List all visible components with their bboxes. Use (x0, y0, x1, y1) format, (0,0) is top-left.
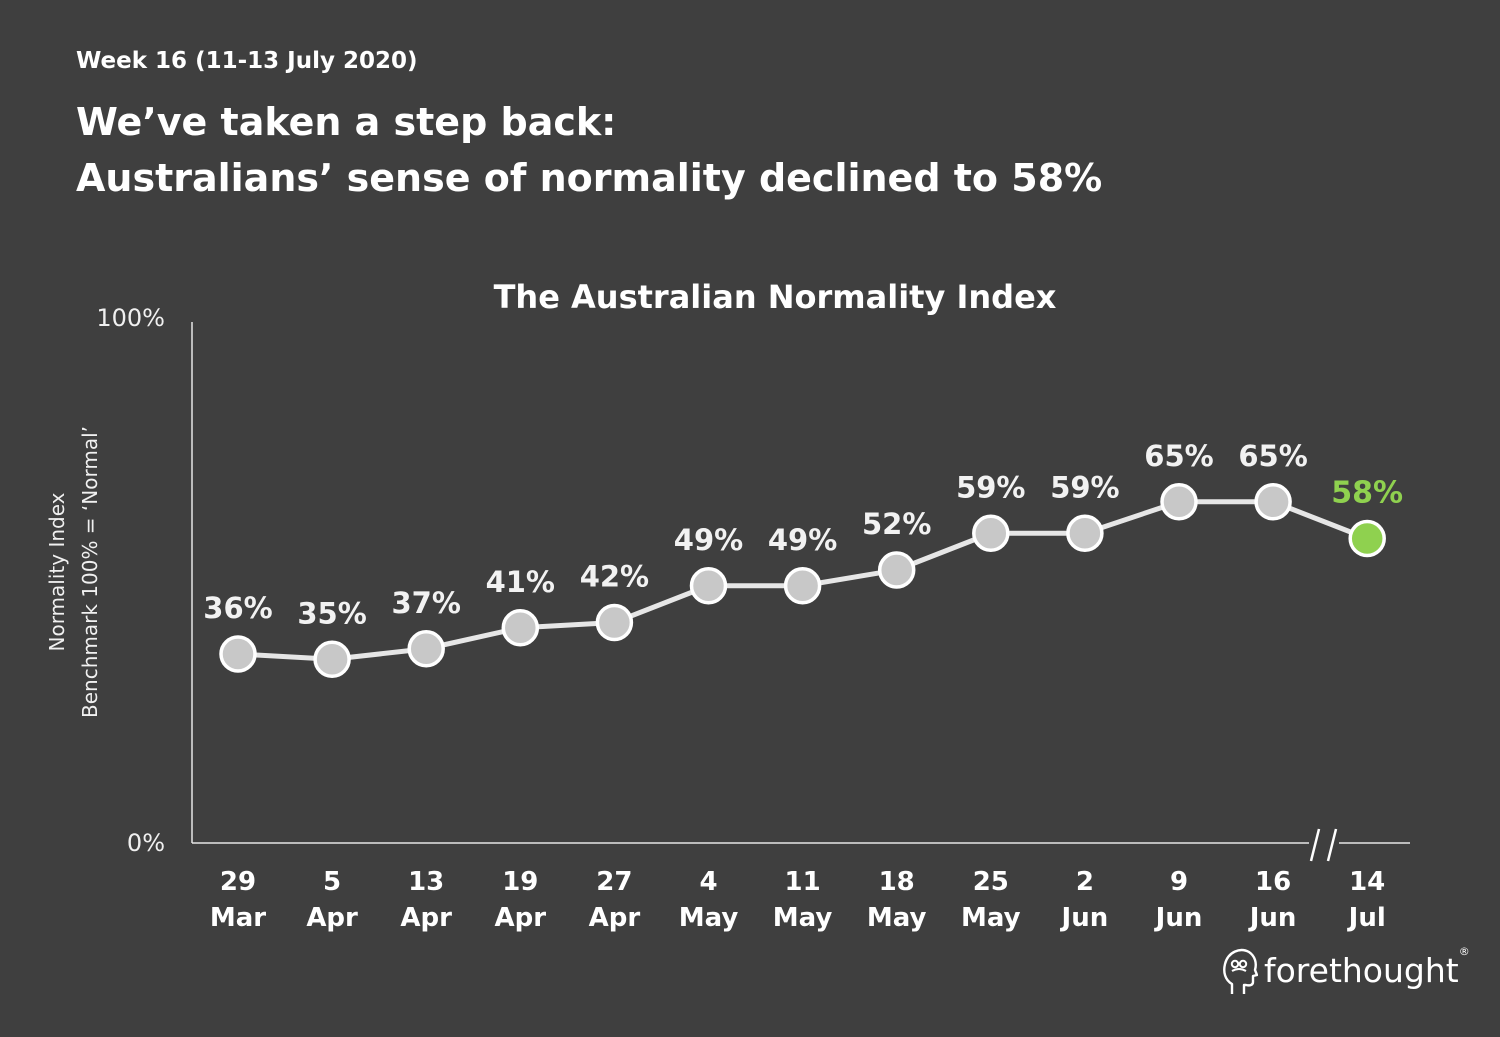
registered-mark: ® (1458, 944, 1470, 958)
logo-text: forethought® (1264, 945, 1470, 990)
axis-break-mark-right (1326, 828, 1338, 862)
x-tick-month: Jun (1248, 903, 1297, 933)
x-tick-month: May (867, 903, 927, 933)
x-tick-day: 25 (973, 867, 1009, 897)
data-point (501, 609, 540, 647)
x-tick-day: 19 (502, 867, 538, 897)
x-tick-day: 13 (408, 867, 444, 897)
data-point (219, 635, 257, 673)
data-point (783, 567, 822, 605)
x-tick-month: May (773, 903, 833, 933)
logo-wordmark: forethought (1264, 950, 1459, 990)
data-label: 52% (862, 507, 931, 541)
x-tick-day: 9 (1170, 867, 1188, 897)
x-tick-day: 16 (1255, 867, 1291, 897)
x-tick-month: Jun (1060, 903, 1109, 933)
x-tick-month: May (961, 903, 1021, 933)
x-tick-month: Jun (1154, 903, 1203, 933)
data-label: 35% (297, 596, 366, 630)
headline: We’ve taken a step back: Australians’ se… (76, 94, 1102, 206)
data-point (1348, 519, 1386, 558)
data-point (689, 567, 728, 605)
x-tick-day: 14 (1349, 867, 1385, 897)
x-tick-day: 11 (785, 867, 821, 897)
data-label: 42% (580, 560, 649, 594)
x-tick-month: Apr (306, 903, 358, 933)
headline-line-2: Australians’ sense of normality declined… (76, 156, 1103, 200)
data-point (1066, 514, 1104, 552)
y-tick-label-top: 100% (96, 304, 165, 332)
data-label: 49% (768, 523, 837, 557)
x-tick-day: 18 (879, 867, 915, 897)
data-point (595, 603, 634, 642)
data-point (877, 551, 916, 589)
x-tick-day: 4 (699, 867, 717, 897)
data-label: 65% (1144, 439, 1213, 473)
data-point (313, 640, 351, 678)
x-tick-month: Apr (589, 903, 641, 933)
forethought-logo: forethought® (1222, 944, 1470, 996)
series-layer: 36%29Mar35%5Apr37%13Apr41%19Apr42%27Apr4… (203, 439, 1403, 933)
head-icon (1223, 948, 1258, 994)
data-label: 59% (956, 470, 1025, 504)
x-tick-day: 27 (596, 867, 632, 897)
week-label: Week 16 (11-13 July 2020) (76, 48, 418, 74)
y-tick-label-bottom: 0% (126, 829, 165, 857)
chart-title: The Australian Normality Index (493, 278, 1057, 316)
data-label: 65% (1238, 439, 1307, 473)
x-tick-month: Apr (495, 903, 547, 933)
data-label: 36% (203, 591, 272, 625)
data-point (1160, 483, 1198, 521)
data-label: 41% (486, 565, 555, 599)
data-label: 37% (391, 586, 460, 620)
headline-line-1: We’ve taken a step back: (76, 100, 617, 144)
x-tick-day: 5 (323, 867, 341, 897)
data-label: 59% (1050, 470, 1119, 504)
data-point (972, 514, 1010, 552)
x-tick-month: May (679, 903, 739, 933)
data-point (1254, 483, 1292, 521)
x-tick-day: 29 (220, 867, 256, 897)
data-label: 49% (674, 523, 743, 557)
data-label: 58% (1331, 476, 1403, 511)
x-tick-month: Mar (210, 903, 266, 933)
x-tick-day: 2 (1076, 867, 1094, 897)
data-point (407, 630, 445, 668)
x-tick-month: Jul (1347, 903, 1386, 933)
x-tick-month: Apr (400, 903, 452, 933)
axis-break-mark-left (1309, 828, 1321, 862)
